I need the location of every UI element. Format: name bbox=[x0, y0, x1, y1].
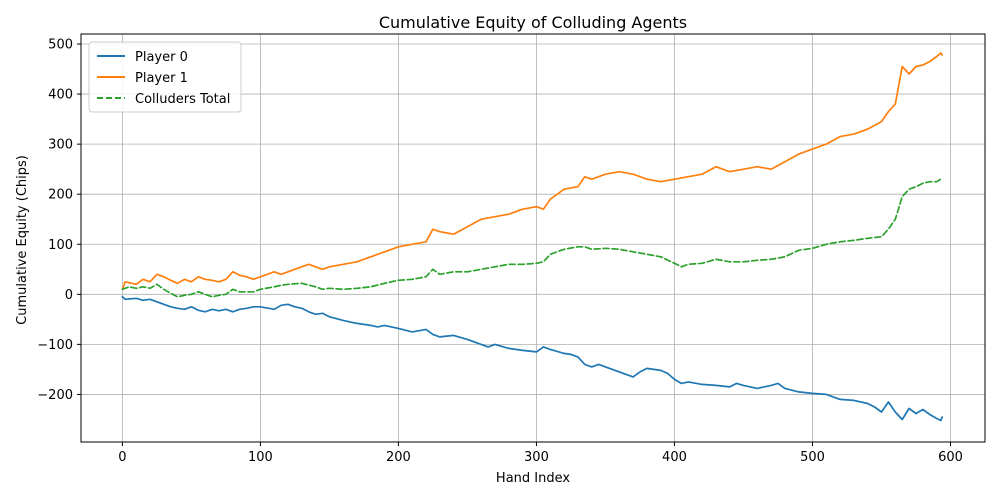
grid bbox=[81, 34, 985, 442]
y-axis-label: Cumulative Equity (Chips) bbox=[15, 155, 30, 325]
legend-box bbox=[88, 41, 242, 113]
legend-label-player-0: Player 0 bbox=[135, 50, 188, 65]
x-axis-label: Hand Index bbox=[496, 471, 570, 486]
legend: Player 0 Player 1 Colluders Total bbox=[88, 41, 242, 113]
y-axis-ticks: −200 −100 0 100 200 300 400 500 bbox=[37, 38, 81, 403]
x-tick-label: 400 bbox=[662, 450, 687, 465]
x-tick-label: 300 bbox=[524, 450, 549, 465]
x-axis-ticks: 0 100 200 300 400 500 600 bbox=[118, 442, 963, 465]
y-tick-label: 400 bbox=[48, 88, 73, 103]
plot-frame bbox=[80, 33, 986, 443]
series-line-player-0 bbox=[121, 295, 944, 422]
x-tick-label: 0 bbox=[118, 450, 126, 465]
x-tick-label: 600 bbox=[938, 450, 963, 465]
series-lines bbox=[121, 52, 944, 422]
y-tick-label: 100 bbox=[48, 238, 73, 253]
x-tick-label: 100 bbox=[248, 450, 273, 465]
y-tick-label: −100 bbox=[37, 338, 73, 353]
series-line-colluders-total bbox=[121, 177, 944, 298]
series-line-player-1 bbox=[121, 52, 944, 291]
y-tick-label: 300 bbox=[48, 138, 73, 153]
y-tick-label: −200 bbox=[37, 388, 73, 403]
y-tick-label: 500 bbox=[48, 38, 73, 53]
chart-title: Cumulative Equity of Colluding Agents bbox=[379, 13, 687, 32]
x-tick-label: 200 bbox=[386, 450, 411, 465]
y-tick-label: 200 bbox=[48, 188, 73, 203]
x-tick-label: 500 bbox=[800, 450, 825, 465]
y-tick-label: 0 bbox=[65, 288, 73, 303]
legend-label-colluders-total: Colluders Total bbox=[135, 92, 230, 107]
legend-label-player-1: Player 1 bbox=[135, 71, 188, 86]
